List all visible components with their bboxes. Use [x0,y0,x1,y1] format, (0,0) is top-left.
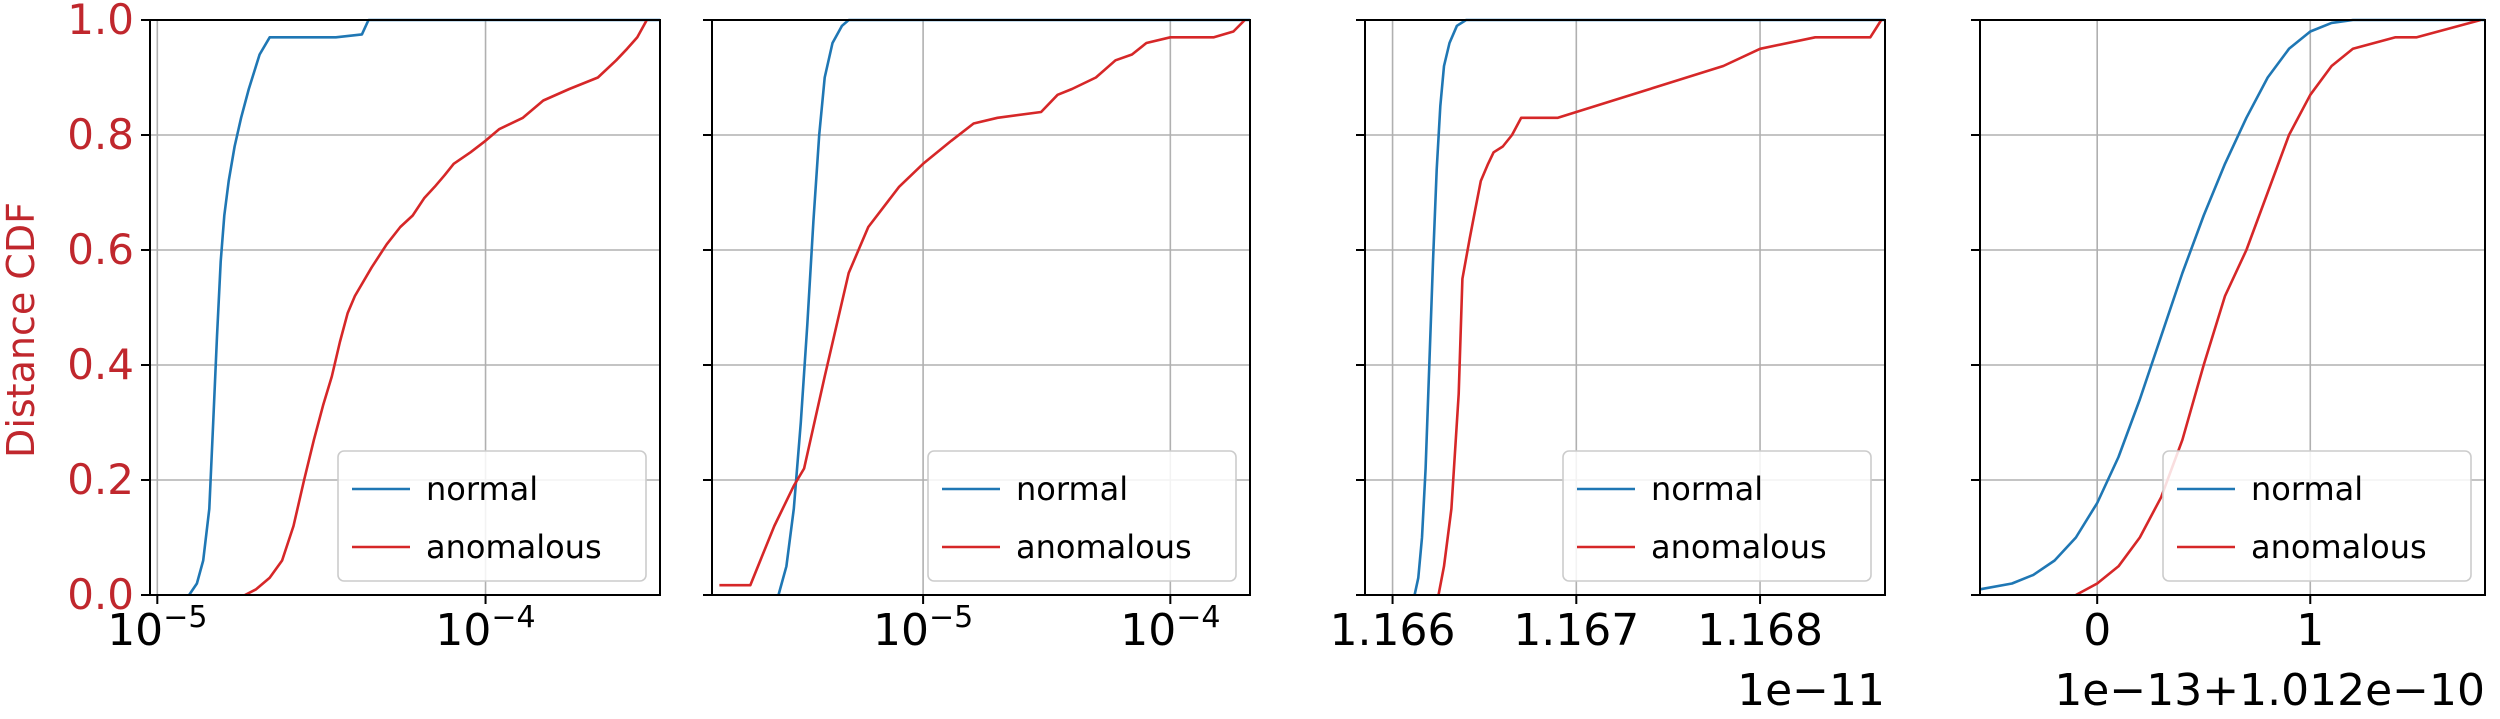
x-tick-label: 10−5 [873,600,973,656]
x-tick-label: 10−4 [435,600,535,656]
series-line-anomalous [719,19,1246,587]
panel-3: 1.166 1.167 1.168 1e−11 normal anomalous [1330,18,1886,716]
axes-frame [711,19,1251,596]
panels: 0.0 0.2 0.4 0.6 0.8 1.0 10−5 10−4 normal anomalou… [67,0,2486,716]
y-tick-label: 0.8 [67,110,134,159]
panel-2: 10−5 10−4 normal anomalous [703,18,1251,656]
legend-box [2162,450,2472,582]
y-axis-label: Distance CDF [0,202,43,458]
panel-1: 0.0 0.2 0.4 0.6 0.8 1.0 10−5 10−4 normal anomalou… [67,0,661,656]
legend-label-anomalous: anomalous [1651,528,1827,566]
axes-frame [1364,19,1886,596]
x-offset-label: 1e−11 [1737,665,1885,715]
axes-frame [1979,19,2486,596]
x-tick-label: 1 [2296,605,2324,656]
y-tick-label: 0.4 [67,340,134,389]
legend-label-anomalous: anomalous [426,528,602,566]
legend: normal anomalous [337,450,647,582]
legend: normal anomalous [1562,450,1872,582]
legend-label-normal: normal [1651,470,1763,508]
legend-label-anomalous: anomalous [1016,528,1192,566]
legend-box [927,450,1237,582]
legend-label-anomalous: anomalous [2251,528,2427,566]
series-line-normal [777,18,1250,596]
legend-label-normal: normal [1016,470,1128,508]
x-tick-label: 1.168 [1697,605,1823,656]
series-line-normal [188,18,660,596]
x-tick-label: 1.166 [1330,605,1456,656]
axes-frame [149,19,661,596]
y-tick-label: 0.6 [67,225,134,274]
legend-box [337,450,647,582]
y-tick-label: 0.0 [67,570,134,619]
legend-label-normal: normal [426,470,538,508]
series-line-anomalous [1437,19,1883,596]
series-line-normal [1413,18,1885,596]
legend: normal anomalous [927,450,1237,582]
series-line-anomalous [2075,18,2482,597]
y-tick-label: 1.0 [67,0,134,44]
y-tick-label: 0.2 [67,455,134,504]
x-tick-label: 10−4 [1120,600,1220,656]
x-tick-label: 1.167 [1513,605,1639,656]
legend-label-normal: normal [2251,470,2363,508]
panel-4: 0 1 1e−13+1.012e−10 normal anomalous [1971,18,2486,716]
series-line-anomalous [244,19,648,597]
x-offset-label: 1e−13+1.012e−10 [2054,665,2485,715]
legend: normal anomalous [2162,450,2472,582]
x-tick-label: 10−5 [107,600,207,656]
series-line-normal [1979,18,2485,591]
x-tick-label: 0 [2083,605,2111,656]
legend-box [1562,450,1872,582]
